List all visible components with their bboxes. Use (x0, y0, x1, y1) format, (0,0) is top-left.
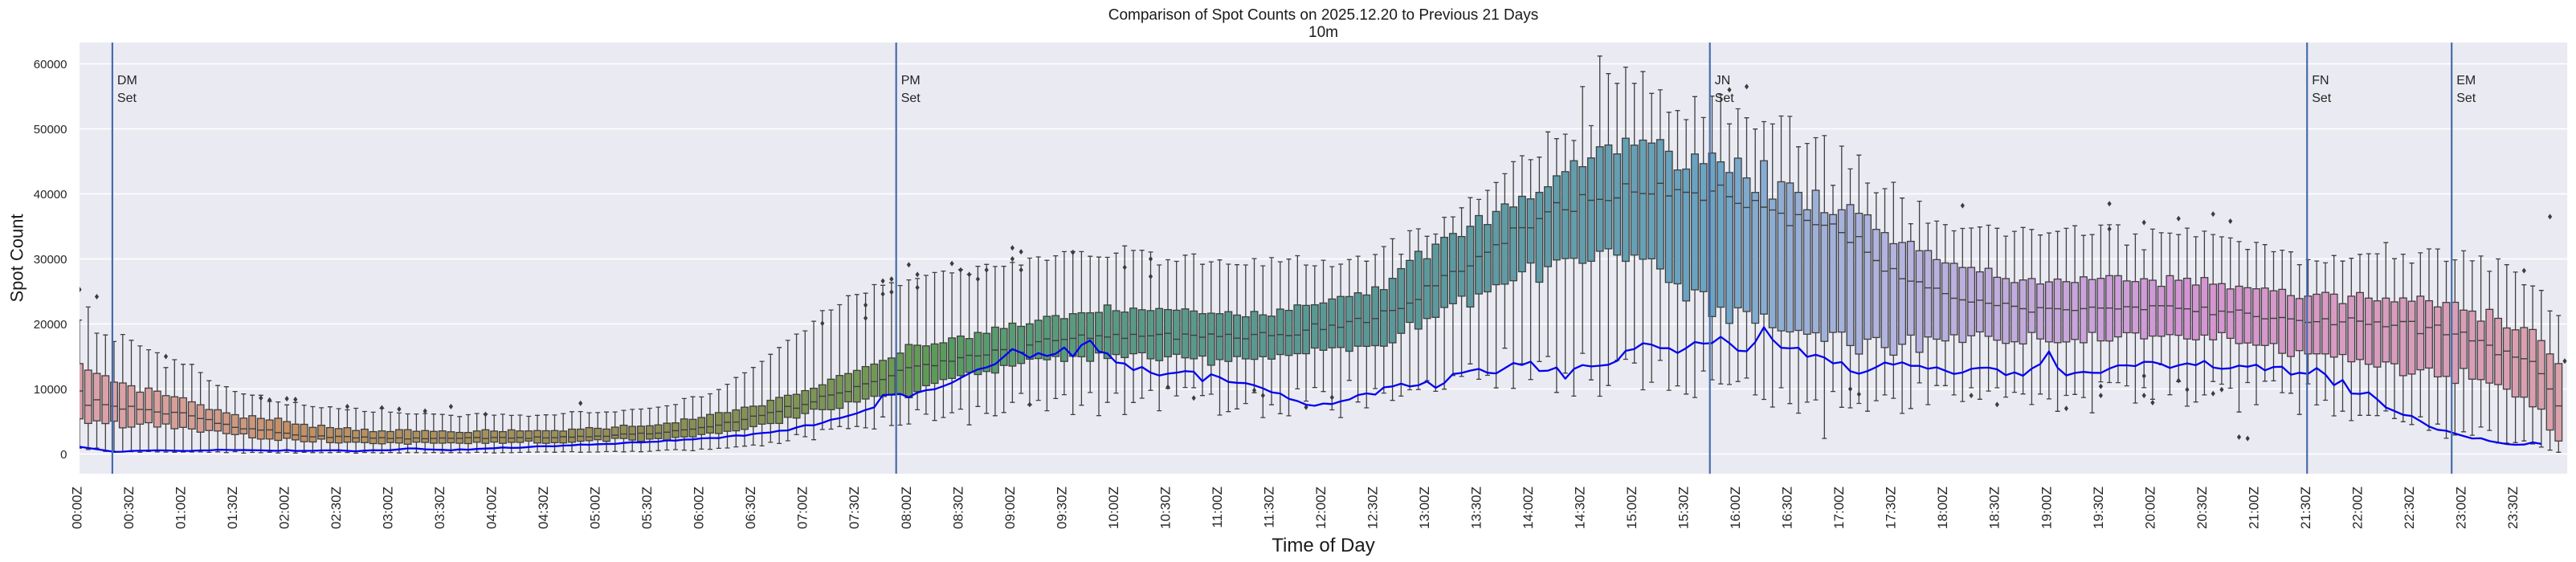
svg-text:00:30Z: 00:30Z (121, 487, 137, 529)
svg-text:04:00Z: 04:00Z (484, 487, 500, 529)
svg-text:01:30Z: 01:30Z (225, 487, 240, 529)
svg-text:16:30Z: 16:30Z (1780, 487, 1795, 529)
svg-text:Time of Day: Time of Day (1272, 535, 1374, 556)
svg-text:11:30Z: 11:30Z (1261, 487, 1276, 528)
svg-text:10:30Z: 10:30Z (1157, 487, 1173, 529)
svg-text:40000: 40000 (34, 188, 67, 202)
svg-text:13:00Z: 13:00Z (1417, 487, 1432, 529)
svg-text:03:30Z: 03:30Z (432, 487, 447, 529)
svg-text:10000: 10000 (34, 383, 67, 397)
svg-text:15:00Z: 15:00Z (1624, 487, 1639, 529)
svg-text:14:00Z: 14:00Z (1521, 487, 1536, 529)
svg-text:12:30Z: 12:30Z (1366, 487, 1381, 529)
svg-text:20:00Z: 20:00Z (2142, 487, 2158, 529)
svg-text:20000: 20000 (34, 318, 67, 332)
svg-text:01:00Z: 01:00Z (173, 487, 188, 529)
svg-text:17:00Z: 17:00Z (1831, 487, 1847, 529)
svg-text:23:00Z: 23:00Z (2454, 487, 2469, 529)
svg-text:30000: 30000 (34, 253, 67, 267)
svg-text:07:00Z: 07:00Z (795, 487, 810, 529)
svg-text:13:30Z: 13:30Z (1469, 487, 1484, 529)
svg-text:Set: Set (2456, 92, 2476, 105)
svg-text:50000: 50000 (34, 123, 67, 136)
svg-text:08:00Z: 08:00Z (899, 487, 914, 529)
svg-text:04:30Z: 04:30Z (536, 487, 551, 529)
svg-text:Set: Set (1715, 92, 1735, 105)
svg-text:22:00Z: 22:00Z (2349, 487, 2365, 529)
svg-text:22:30Z: 22:30Z (2402, 487, 2417, 529)
svg-text:05:00Z: 05:00Z (588, 487, 603, 529)
svg-text:JN: JN (1715, 74, 1731, 88)
svg-text:21:00Z: 21:00Z (2246, 487, 2261, 529)
svg-text:11:00Z: 11:00Z (1210, 487, 1225, 528)
svg-text:Set: Set (117, 92, 137, 105)
svg-text:19:30Z: 19:30Z (2091, 487, 2106, 529)
svg-text:05:30Z: 05:30Z (639, 487, 655, 529)
svg-text:15:30Z: 15:30Z (1676, 487, 1692, 529)
svg-text:19:00Z: 19:00Z (2039, 487, 2054, 529)
svg-text:06:00Z: 06:00Z (692, 487, 707, 529)
svg-text:09:30Z: 09:30Z (1054, 487, 1069, 529)
svg-text:23:30Z: 23:30Z (2505, 487, 2521, 529)
svg-text:10:00Z: 10:00Z (1106, 487, 1121, 529)
svg-text:Spot Count: Spot Count (7, 214, 27, 302)
svg-text:02:00Z: 02:00Z (277, 487, 292, 529)
svg-text:EM: EM (2456, 74, 2476, 88)
svg-text:Comparison of Spot Counts on 2: Comparison of Spot Counts on 2025.12.20 … (1108, 7, 1539, 24)
svg-text:DM: DM (117, 74, 137, 88)
svg-text:60000: 60000 (34, 58, 67, 71)
svg-text:PM: PM (901, 74, 921, 88)
svg-text:06:30Z: 06:30Z (743, 487, 758, 529)
svg-text:21:30Z: 21:30Z (2298, 487, 2313, 529)
svg-text:18:00Z: 18:00Z (1935, 487, 1950, 529)
svg-text:08:30Z: 08:30Z (950, 487, 965, 529)
svg-text:FN: FN (2312, 74, 2329, 88)
svg-text:17:30Z: 17:30Z (1884, 487, 1899, 529)
svg-text:0: 0 (60, 448, 67, 462)
svg-text:09:00Z: 09:00Z (1002, 487, 1018, 529)
svg-text:14:30Z: 14:30Z (1573, 487, 1588, 529)
svg-text:03:00Z: 03:00Z (381, 487, 396, 529)
svg-text:10m: 10m (1308, 24, 1338, 41)
svg-text:Set: Set (901, 92, 921, 105)
svg-text:02:30Z: 02:30Z (329, 487, 344, 529)
svg-text:12:00Z: 12:00Z (1313, 487, 1329, 529)
svg-text:20:30Z: 20:30Z (2194, 487, 2210, 529)
svg-text:16:00Z: 16:00Z (1728, 487, 1743, 529)
svg-text:18:30Z: 18:30Z (1987, 487, 2002, 529)
svg-text:Set: Set (2312, 92, 2332, 105)
svg-text:07:30Z: 07:30Z (847, 487, 862, 529)
svg-text:00:00Z: 00:00Z (69, 487, 84, 529)
